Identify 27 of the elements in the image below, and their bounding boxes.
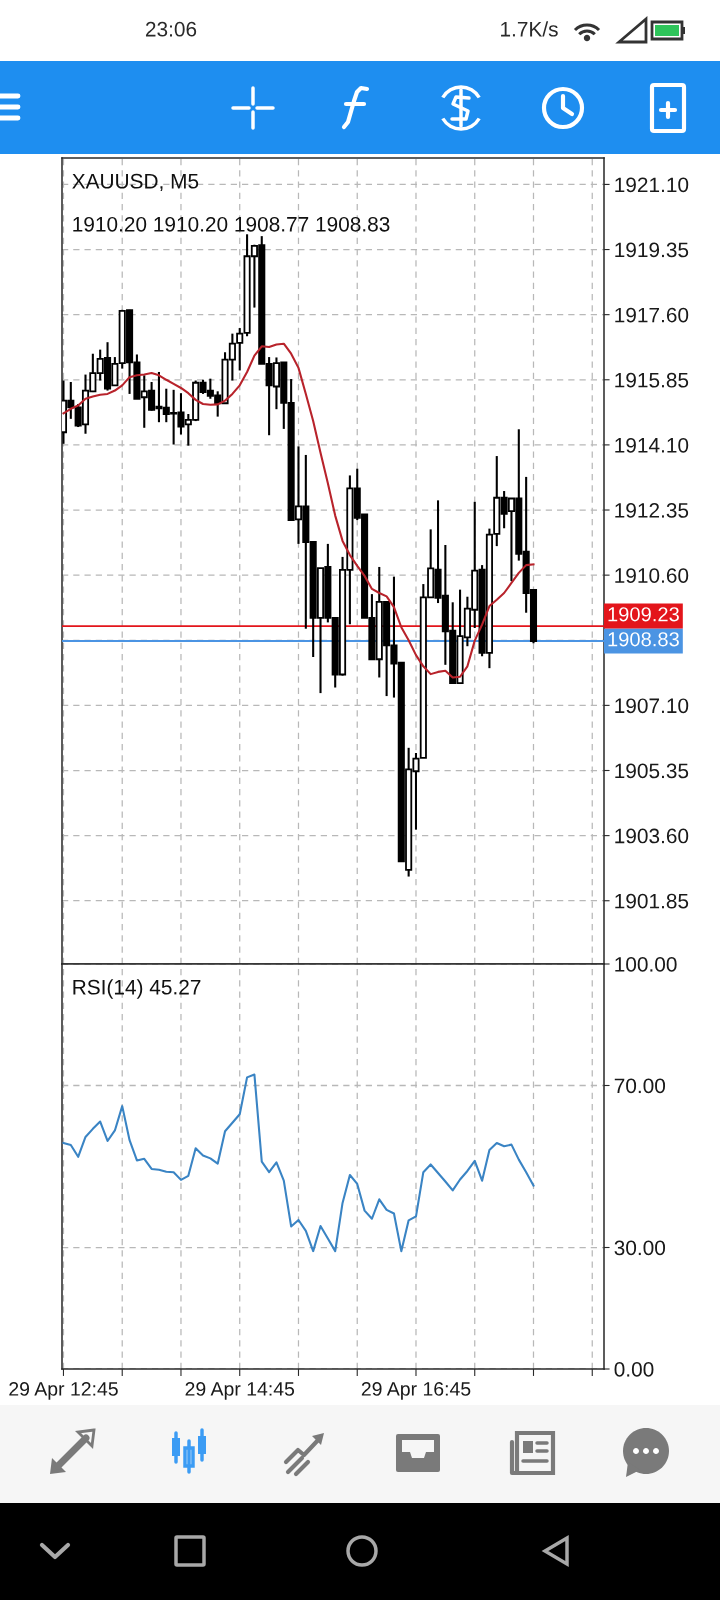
- y-tick-label: 1921.10: [615, 177, 689, 193]
- y-tick-label: 1901.85: [615, 893, 689, 909]
- text: XAUUSD, M5: [72, 173, 199, 192]
- text: 1.7K/s: [501, 21, 558, 37]
- x-tick-label: 29 Apr 12:45: [9, 1382, 118, 1400]
- y-tick-label: 1903.60: [615, 828, 689, 844]
- line-series: [62, 1073, 535, 1253]
- y-tick-label: 1912.35: [615, 503, 689, 518]
- x-tick-label: 29 Apr 14:45: [185, 1382, 295, 1400]
- y-tick-label: 1919.35: [615, 242, 689, 258]
- y-tick-label: 1907.10: [615, 698, 689, 714]
- y-tick-label: 30.00: [614, 1240, 666, 1256]
- y-tick-label: 70.00: [614, 1078, 666, 1094]
- line-series: [62, 342, 535, 679]
- y-tick-label: 1914.10: [615, 437, 689, 453]
- y-tick-label: 1915.85: [615, 372, 689, 388]
- text: RSI(14) 45.27: [73, 979, 201, 999]
- x-tick-label: 29 Apr 16:45: [361, 1382, 471, 1400]
- ref-line-label: 1909.23: [608, 607, 679, 622]
- text: 1910.20 1910.20 1908.77 1908.83: [73, 216, 390, 232]
- ref-line-label: 1908.83: [608, 632, 679, 647]
- text: 23:06: [145, 21, 197, 37]
- y-tick-label: 1917.60: [615, 307, 689, 323]
- y-tick-label: 1905.35: [615, 763, 689, 779]
- y-tick-label: 100.00: [615, 957, 677, 972]
- y-tick-label: 1910.60: [615, 568, 689, 583]
- y-tick-label: 0.00: [614, 1362, 654, 1377]
